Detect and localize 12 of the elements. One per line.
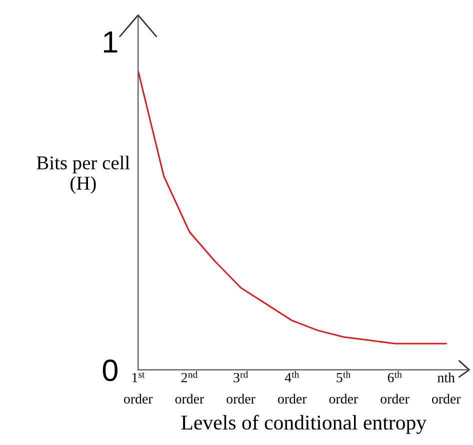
x-axis-title: Levels of conditional entropy [181,414,427,434]
category-label: 1$^{st}$ order [124,372,153,404]
category-label: 5$^{th}$ order [329,370,358,404]
y-axis-title: Bits per cell (H) [36,156,130,194]
category-label: 3$^{rd}$ order [226,370,256,404]
category-label: 4$^{th}$ order [278,370,307,404]
line-series [138,70,447,344]
category-label: 6$^{th}$ order [380,370,410,404]
category-label: 2$^{nd}$ order [175,370,204,404]
y-tick-label: 0 [102,360,118,382]
x-tick-label: nth order [432,372,461,404]
y-tick-label: 1 [104,31,118,52]
